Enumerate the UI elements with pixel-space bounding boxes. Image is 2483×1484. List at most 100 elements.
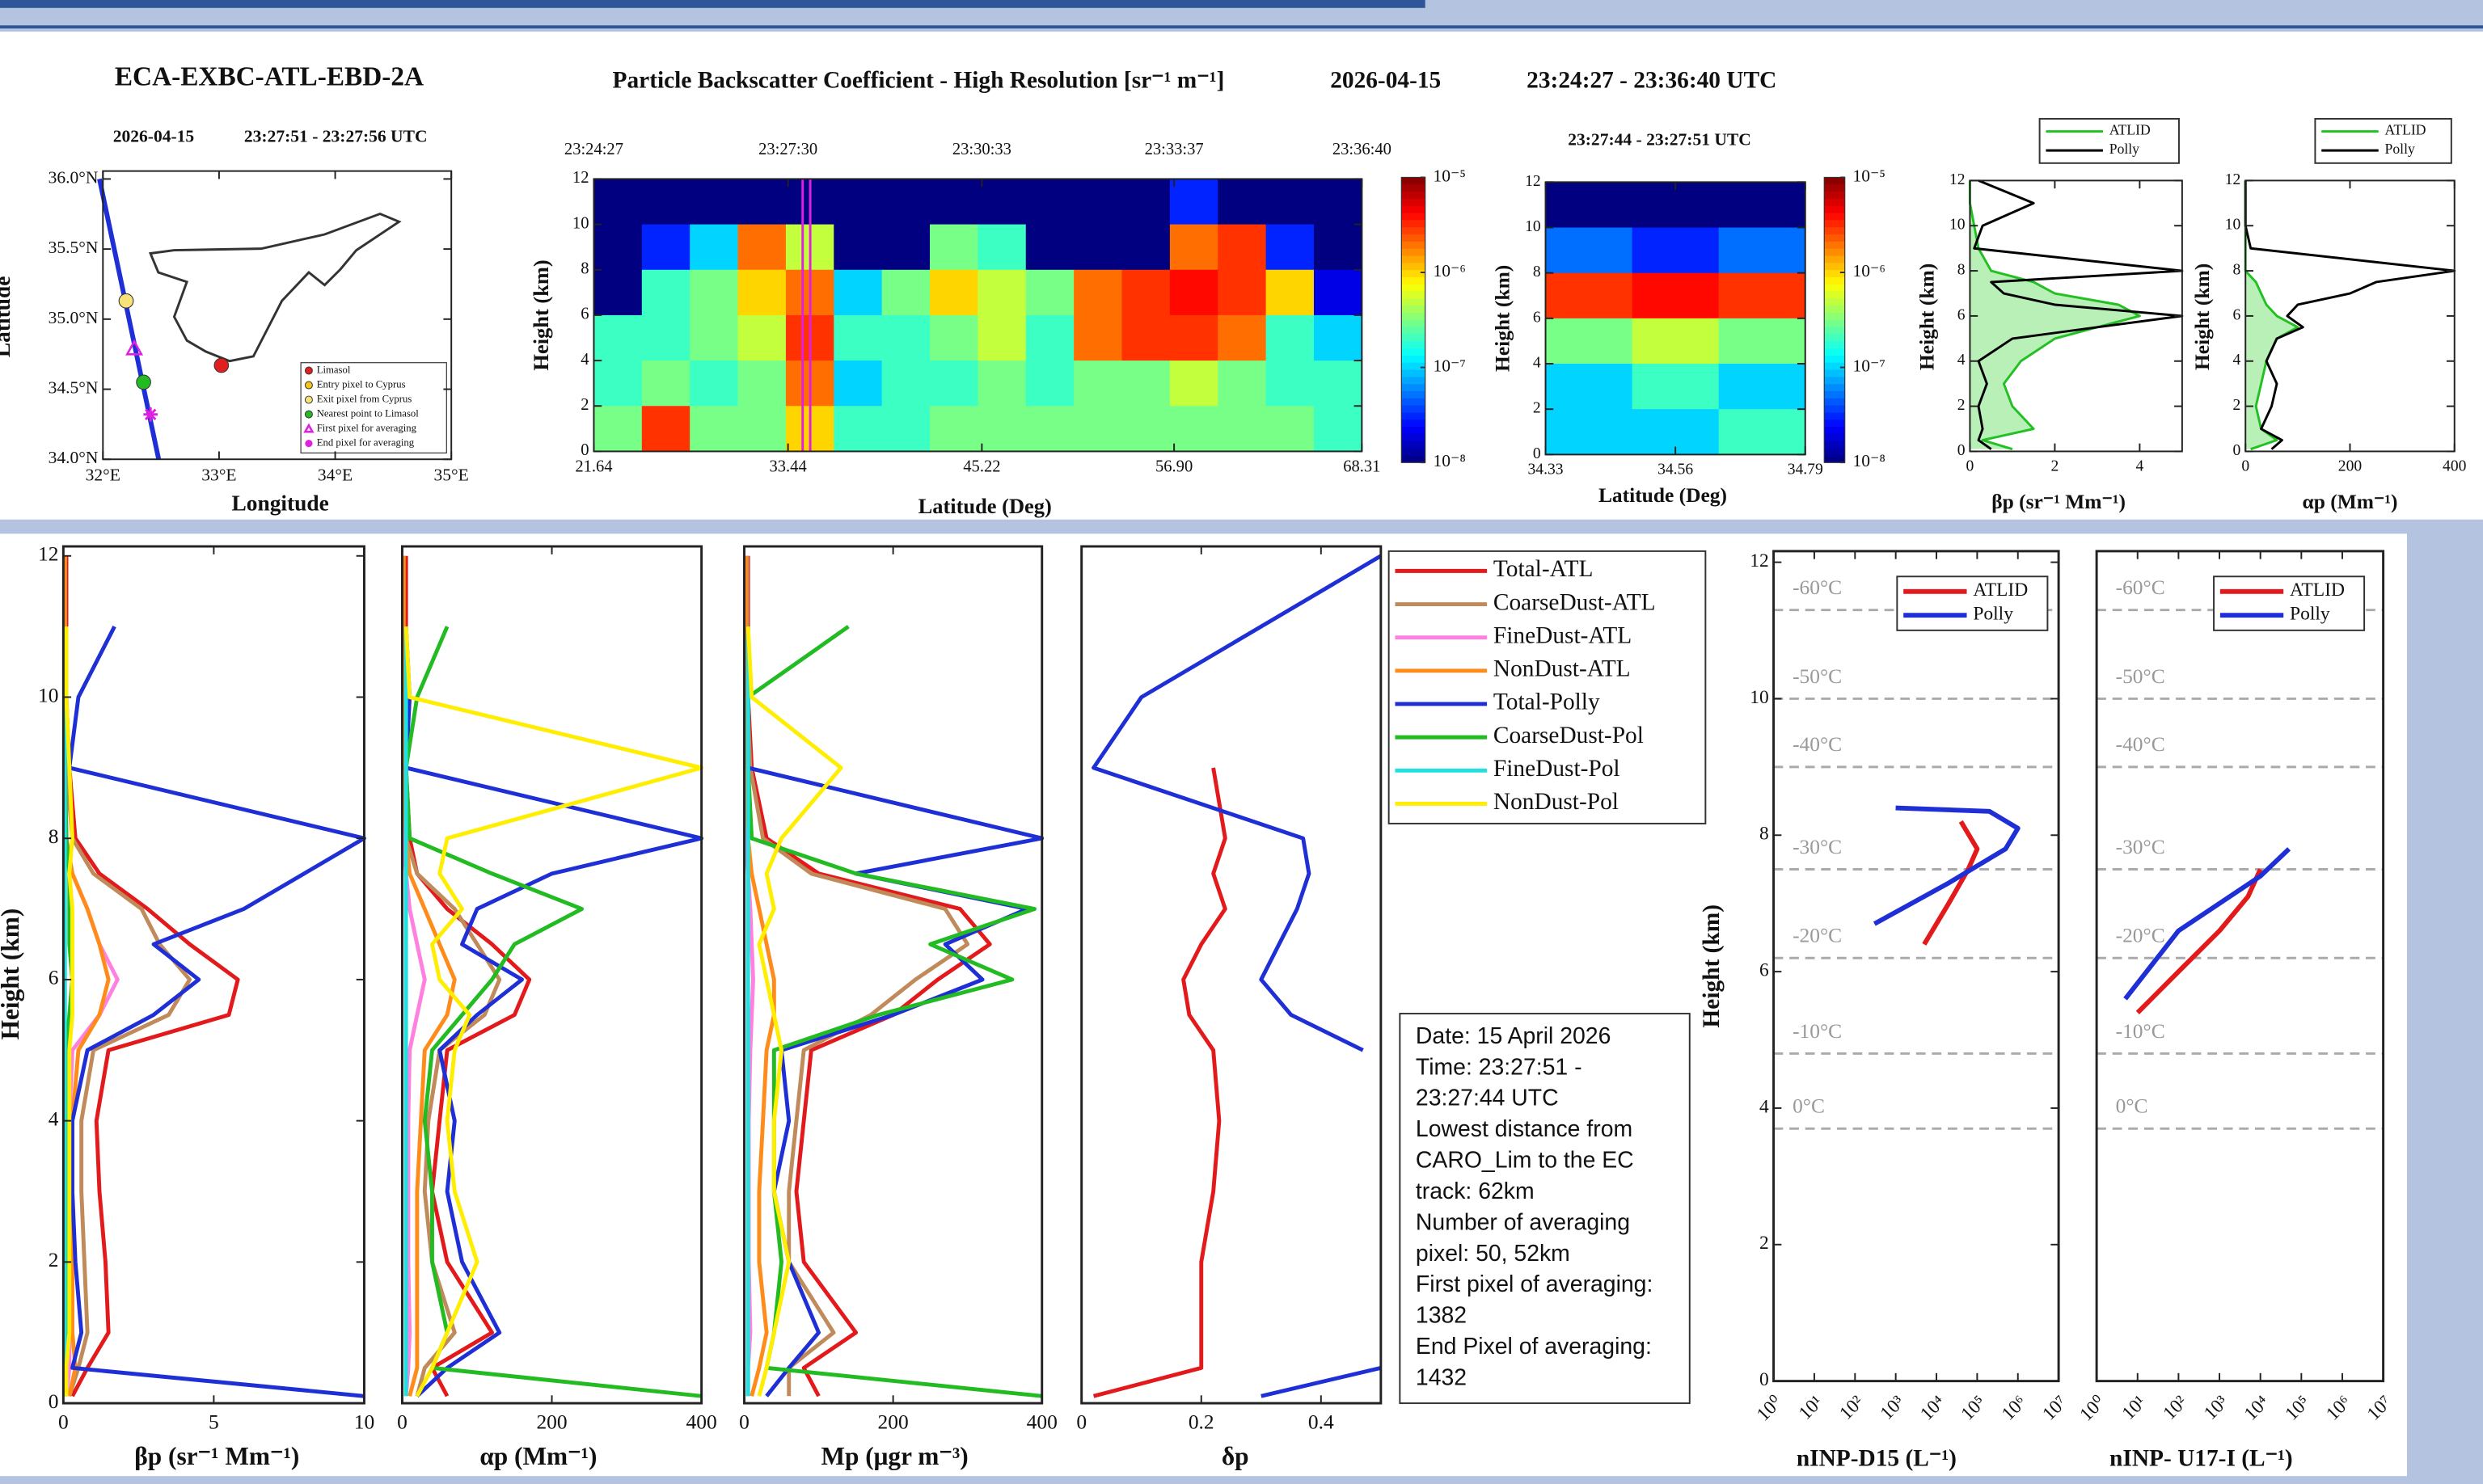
chart-date: 2026-04-15 <box>1330 68 1441 94</box>
y-axis-label: Height (km) <box>529 259 553 370</box>
x-tick-label: 0 <box>739 1410 750 1433</box>
colorbar-step <box>1401 184 1425 192</box>
heatmap-cell <box>1169 224 1219 271</box>
info-line: 1382 <box>1416 1303 1467 1329</box>
heatmap-cell <box>1632 272 1720 319</box>
colorbar-tick-label: 10⁻⁵ <box>1433 166 1465 185</box>
heatmap-cell <box>641 269 690 316</box>
colorbar-step <box>1401 298 1425 306</box>
y-tick-label: 0 <box>1957 442 1966 459</box>
profile-area <box>1970 180 2140 449</box>
colorbar-step <box>1824 248 1845 257</box>
legend-label: Limasol <box>317 364 351 375</box>
point-marker <box>304 381 313 390</box>
point-marker <box>143 407 158 422</box>
point-marker <box>305 440 313 448</box>
x2-tick-label: 23:27:30 <box>758 141 817 158</box>
point-marker <box>304 395 313 404</box>
colorbar-step <box>1401 248 1425 257</box>
heatmap-cell <box>1545 318 1633 365</box>
heatmap-cell <box>978 179 1027 226</box>
heatmap-cell <box>1313 269 1363 316</box>
x-tick-label: 10 <box>354 1410 374 1433</box>
y-tick-label: 0 <box>1759 1369 1769 1390</box>
colorbar-step <box>1401 369 1425 377</box>
heatmap-cell <box>641 360 690 407</box>
colorbar-step <box>1824 377 1845 385</box>
heatmap-cell <box>737 269 787 316</box>
heatmap-cell <box>690 314 739 361</box>
heatmap-cell <box>881 179 931 226</box>
colorbar-step <box>1401 213 1425 221</box>
heatmap-cell <box>881 360 931 407</box>
x-tick-label: 68.31 <box>1343 458 1380 476</box>
heatmap-cell <box>1632 318 1720 365</box>
colorbar-step <box>1401 384 1425 392</box>
colorbar-step <box>1401 270 1425 278</box>
colorbar-frame <box>1823 176 1846 463</box>
heatmap-cell <box>1718 272 1806 319</box>
colorbar-step <box>1824 441 1845 449</box>
y-tick-label: 8 <box>49 824 59 848</box>
colorbar-step <box>1824 405 1845 414</box>
heatmap-cell <box>593 406 643 453</box>
heatmap-cell <box>1718 318 1806 365</box>
heatmap-cell <box>1074 224 1123 271</box>
colorbar-tick-label: 10⁻⁷ <box>1852 356 1885 376</box>
x-axis-label: δp <box>1222 1442 1249 1470</box>
colorbar-step <box>1824 227 1845 235</box>
colorbar-step <box>1824 306 1845 314</box>
legend-box <box>2213 575 2366 631</box>
heatmap-cell <box>690 360 739 407</box>
y-tick-label: 4 <box>1759 1096 1769 1117</box>
colorbar-step <box>1401 312 1425 321</box>
legend-label: FineDust-Pol <box>1493 756 1620 782</box>
isotherm-label: 0°C <box>2116 1094 2148 1118</box>
heatmap-cell <box>881 314 931 361</box>
heatmap-cell <box>690 224 739 271</box>
y-tick-label: 10 <box>1949 217 1966 234</box>
heatmap-cell <box>1718 227 1806 274</box>
heatmap-cell <box>1121 224 1171 271</box>
colorbar-step <box>1824 298 1845 306</box>
x-axis-label: Longitude <box>232 491 329 515</box>
header-rule <box>0 25 2483 29</box>
chart-time: 23:27:51 - 23:27:56 UTC <box>244 126 428 145</box>
x-tick-label: 0 <box>1966 458 1974 475</box>
y-tick-label: 12 <box>1949 171 1966 188</box>
heatmap-cell <box>834 360 883 407</box>
heatmap-cell <box>1313 360 1363 407</box>
colorbar-step <box>1401 205 1425 214</box>
heatmap-cell <box>1074 360 1123 407</box>
x2-tick-label: 23:30:33 <box>952 141 1011 158</box>
y-tick-label: 35.0°N <box>49 308 99 327</box>
colorbar-step <box>1401 398 1425 407</box>
legend-label: CoarseDust-Pol <box>1493 723 1644 748</box>
heatmap-cell <box>978 360 1027 407</box>
colorbar-step <box>1401 362 1425 371</box>
heatmap-cell <box>641 179 690 226</box>
y-tick-label: 8 <box>1957 262 1966 279</box>
colorbar-step <box>1824 369 1845 377</box>
info-line: First pixel of averaging: <box>1416 1271 1653 1297</box>
colorbar-step <box>1401 284 1425 293</box>
legend-label: Total-Polly <box>1493 689 1600 715</box>
colorbar-step <box>1401 448 1425 456</box>
y-tick-label: 6 <box>2233 306 2241 323</box>
heatmap-cell <box>978 314 1027 361</box>
x-tick-label: 200 <box>536 1410 567 1433</box>
colorbar-step <box>1401 234 1425 242</box>
legend-label: NonDust-ATL <box>1493 656 1631 682</box>
profile-line <box>1873 805 2021 926</box>
x-tick-label: 34.33 <box>1528 461 1564 478</box>
info-line: CARO_Lim to the EC <box>1416 1148 1634 1174</box>
colorbar-step <box>1824 433 1845 442</box>
heatmap-cell <box>978 406 1027 453</box>
colorbar-step <box>1401 419 1425 428</box>
y-axis-label: Height (km) <box>1699 904 1725 1028</box>
info-line: Time: 23:27:51 - <box>1416 1054 1582 1080</box>
heatmap-cell <box>1313 224 1363 271</box>
colorbar-step <box>1824 184 1845 192</box>
legend-label: End pixel for averaging <box>317 437 415 449</box>
legend-label: ATLID <box>2109 122 2151 138</box>
